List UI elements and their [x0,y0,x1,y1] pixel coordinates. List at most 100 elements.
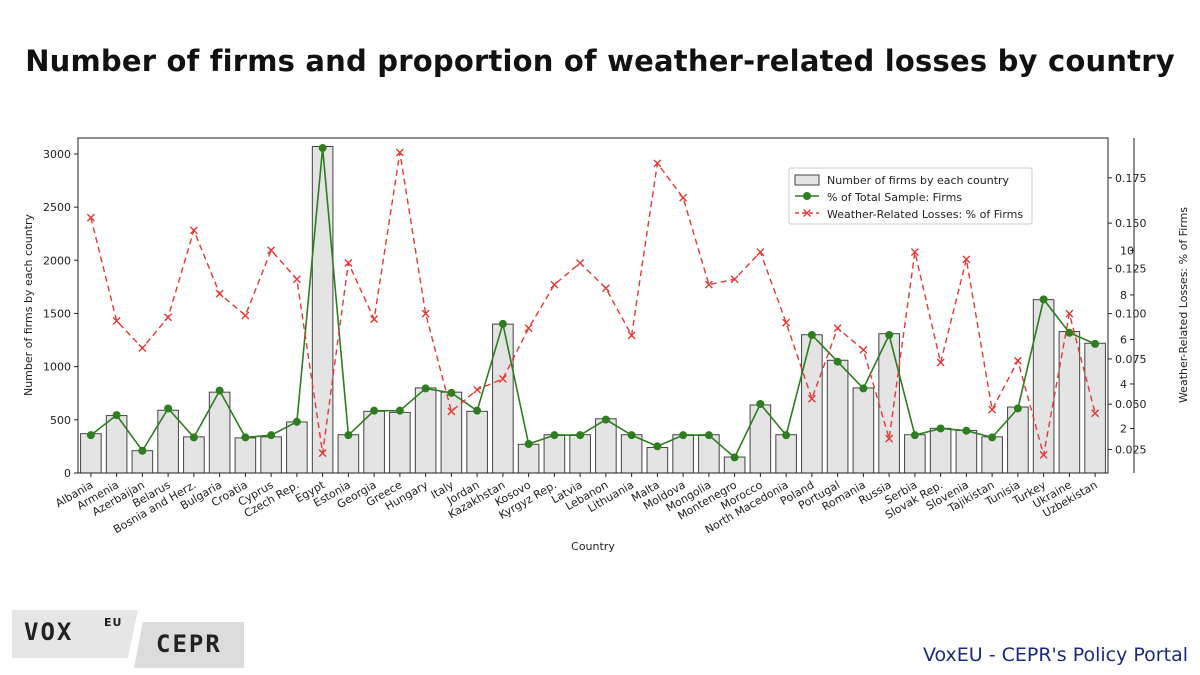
red-point-serbia [910,248,919,257]
bar-jordan [466,410,488,474]
green-point-georgia [370,406,379,415]
red-point-slovenia [962,255,971,264]
bar-romania [852,387,875,474]
green-point-estonia [344,431,353,440]
bar-greece [389,411,411,474]
green-point-greece [395,406,404,415]
red-point-uzbekistan [1091,409,1100,418]
red-point-latvia [576,258,585,267]
page-title: Number of firms and proportion of weathe… [25,44,1175,78]
x-axis-label: Country [571,540,615,553]
green-point-czech-rep- [292,417,301,426]
green-point-lebanon [601,415,610,424]
red-series-line [90,152,1096,456]
bar-latvia [569,434,591,474]
red-point-moldova [679,193,688,202]
red-point-north-macedonia [782,318,791,327]
bar-uzbekistan [1084,342,1106,474]
red-point-kyrgyz-rep- [550,280,559,289]
green-point-italy [447,388,456,397]
green-point-serbia [910,431,919,440]
right-inner-tick-label: 0.050 [1115,398,1147,411]
bar-portugal [826,359,849,474]
red-point-tajikistan [988,405,997,414]
bar-georgia [363,410,385,474]
green-point-lithuania [627,431,636,440]
red-point-romania [859,345,868,354]
bar-slovak-rep- [929,427,952,474]
green-point-bosnia-and-herz- [189,433,198,442]
right-inner-tick-label: 0.125 [1115,262,1147,275]
green-point-moldova [679,431,688,440]
red-point-croatia [241,311,250,320]
red-point-ukraine [1065,309,1074,318]
bar-slovenia [955,429,978,474]
right-outer-tick-label: 2 [1120,422,1127,435]
bar-bosnia-and-herz- [183,436,205,474]
red-point-lebanon [601,284,610,293]
red-point-georgia [370,315,379,324]
bar-italy [440,391,463,474]
green-point-tunisia [1013,404,1022,413]
green-point-slovenia [962,426,971,435]
bar-russia [878,333,900,474]
green-point-kosovo [524,440,533,449]
red-point-morocco [756,248,765,257]
legend-entry-label: Weather-Related Losses: % of Firms [827,208,1023,221]
green-point-turkey [1039,295,1048,304]
logo-cepr-text: CEPR [156,630,222,658]
green-point-albania [86,431,95,440]
right-inner-tick-label: 0.075 [1115,353,1147,366]
left-tick-label: 500 [50,414,71,427]
green-point-north-macedonia [782,431,791,440]
red-point-armenia [112,316,121,325]
bar-czech-rep- [286,421,308,474]
left-tick-label: 2500 [43,201,71,214]
bar-cyprus [260,436,282,474]
green-point-poland [807,330,816,339]
green-point-armenia [112,411,121,420]
red-point-malta [653,159,662,168]
footer-source: VoxEU - CEPR's Policy Portal [922,644,1188,666]
green-point-kyrgyz-rep- [550,431,559,440]
green-point-malta [653,442,662,451]
green-point-kazakhstan [498,319,507,328]
right-inner-tick-label: 0.025 [1115,443,1147,456]
red-point-bulgaria [215,289,224,298]
red-point-estonia [344,258,353,267]
bar-kosovo [517,443,540,474]
bar-estonia [337,434,360,474]
bar-albania [80,433,102,474]
red-point-cyprus [267,246,276,255]
bar-kyrgyz-rep- [543,434,566,474]
legend-swatch-bars [794,174,820,186]
bar-moldova [672,434,694,474]
red-point-italy [447,407,456,416]
green-point-montenegro [730,453,739,462]
red-point-hungary [421,309,430,318]
green-point-morocco [756,400,765,408]
green-point-egypt [318,144,327,153]
red-point-jordan [473,385,482,394]
red-point-portugal [833,324,842,333]
green-point-jordan [473,406,482,415]
left-tick-label: 1000 [43,361,71,374]
logo-vox-block: VOX EU [12,610,138,658]
green-point-latvia [576,431,585,440]
legend-entry-label: Number of firms by each country [827,174,1010,187]
bar-poland [801,334,823,474]
green-point-uzbekistan [1091,339,1100,348]
red-point-turkey [1039,450,1048,459]
green-point-cyprus [267,431,276,440]
green-series-line [90,147,1096,459]
green-point-slovak-rep- [936,424,945,433]
bar-lebanon [595,418,617,474]
legend-swatch-green-marker [803,192,811,200]
legend-box [788,167,1033,225]
red-point-poland [807,394,816,403]
logo-eu-text: EU [104,616,123,629]
green-point-hungary [421,384,430,393]
green-point-bulgaria [215,386,224,395]
logo-vox-text: VOX [24,618,74,646]
